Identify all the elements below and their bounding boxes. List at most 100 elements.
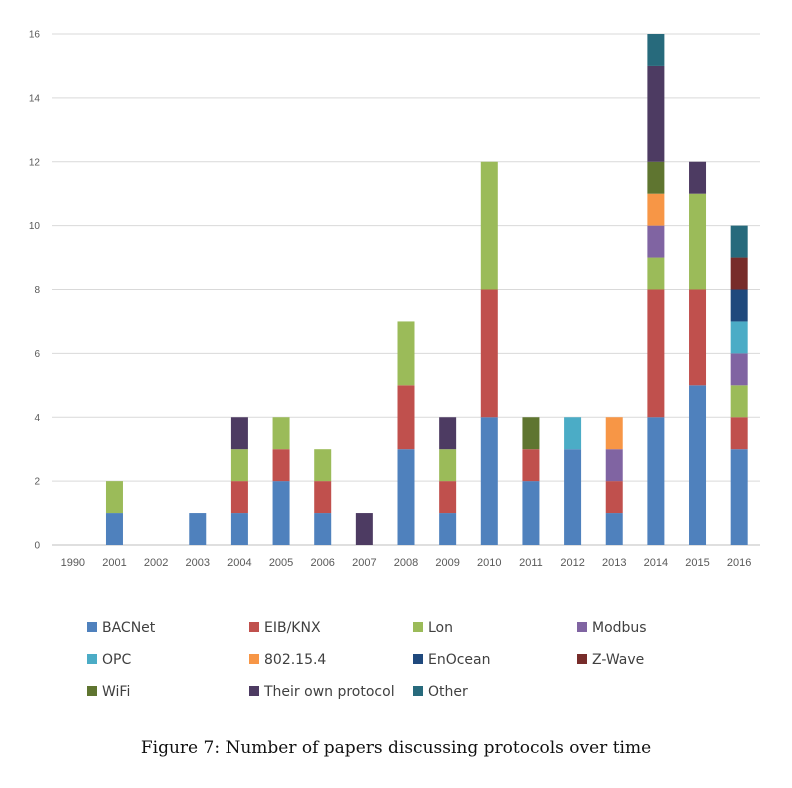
bar-segment [689,289,707,386]
x-tick-label: 2003 [186,557,210,569]
legend-swatch [413,686,423,696]
legend-label: 802.15.4 [264,652,326,668]
bar-segment [647,289,665,418]
bar-segment [522,481,540,545]
bar-segment [647,161,665,194]
bar-segment [647,417,665,545]
bar-segment [647,193,665,226]
bar-segment [689,385,707,545]
x-tick-label: 2011 [519,557,543,569]
legend-label: WiFi [102,684,130,700]
bar-segment [730,289,748,322]
x-tick-label: 2007 [352,557,376,569]
y-tick-label: 16 [29,30,41,41]
bar-segment [189,513,207,545]
legend: BACNet EIB/KNX Lon Modbus OPC 802.15.4 EnOcean… [87,620,647,700]
bar-segment [230,513,248,545]
bar-segment [689,193,707,290]
bar-segment [480,417,498,545]
x-axis-ticks: 1990 2001 2002 2003 2004 2005 2006 2007 2008 2009… [61,557,752,569]
x-tick-label: 2012 [560,557,584,569]
bar-segment [272,449,290,482]
bar-segment [439,449,457,482]
bar-segment [647,65,665,162]
y-tick-label: 6 [34,349,40,360]
gridlines [52,33,760,546]
bar-segment [230,449,248,482]
legend-label: EIB/KNX [264,620,321,636]
bar-segment [605,481,623,514]
bar-segment [439,513,457,545]
y-tick-label: 12 [29,157,41,168]
bar-segment [605,449,623,482]
bar-segment [522,449,540,482]
bar-segment [397,385,415,450]
x-tick-label: 2015 [685,557,709,569]
bar-segment [480,289,498,418]
bars [105,34,748,545]
y-tick-label: 0 [34,541,40,552]
bar-segment [730,225,748,258]
stacked-bar-chart: 0 2 4 6 8 10 12 14 16 1990 2001 2002 2003 2004 2005 20… [29,30,760,700]
bar-segment [272,481,290,545]
bar-segment [730,321,748,354]
x-tick-label: 2009 [435,557,459,569]
figure-caption: Figure 7: Number of papers discussing pr… [140,738,652,758]
legend-swatch [87,686,97,696]
x-tick-label: 2006 [310,557,334,569]
legend-label: Z-Wave [592,652,644,668]
bar-segment [480,161,498,290]
legend-label: Lon [428,620,453,636]
legend-label: OPC [102,652,131,668]
bar-segment [730,257,748,290]
legend-swatch [87,654,97,664]
bar-segment [605,513,623,545]
x-tick-label: 2005 [269,557,293,569]
legend-label: Modbus [592,620,647,636]
bar-segment [439,417,457,450]
bar-segment [730,449,748,545]
legend-label: BACNet [102,620,156,636]
legend-swatch [87,622,97,632]
y-tick-label: 4 [34,413,40,424]
x-tick-label: 1990 [61,557,85,569]
bar-segment [397,321,415,386]
legend-swatch [249,654,259,664]
bar-segment [230,481,248,514]
x-tick-label: 2001 [102,557,126,569]
legend-swatch [413,622,423,632]
legend-swatch [577,622,587,632]
bar-segment [605,417,623,450]
bar-segment [439,481,457,514]
legend-swatch [577,654,587,664]
x-tick-label: 2010 [477,557,501,569]
legend-label: Their own protocol [263,684,395,700]
legend-swatch [249,622,259,632]
bar-segment [355,513,373,545]
bar-segment [105,481,123,514]
bar-segment [564,417,582,450]
bar-segment [647,34,665,66]
x-tick-label: 2008 [394,557,418,569]
legend-swatch [249,686,259,696]
x-tick-label: 2004 [227,557,251,569]
x-tick-label: 2002 [144,557,168,569]
y-tick-label: 14 [29,93,41,104]
y-tick-label: 10 [29,221,41,232]
bar-segment [105,513,123,545]
bar-segment [564,449,582,545]
legend-swatch [413,654,423,664]
x-tick-label: 2013 [602,557,626,569]
bar-segment [522,417,540,450]
bar-segment [314,513,332,545]
bar-segment [730,353,748,386]
y-tick-label: 2 [34,477,40,488]
bar-segment [647,257,665,290]
bar-segment [689,161,707,194]
bar-segment [397,449,415,545]
legend-label: EnOcean [428,652,491,668]
bar-segment [647,225,665,258]
bar-segment [272,417,290,450]
x-tick-label: 2016 [727,557,751,569]
y-tick-label: 8 [34,285,40,296]
